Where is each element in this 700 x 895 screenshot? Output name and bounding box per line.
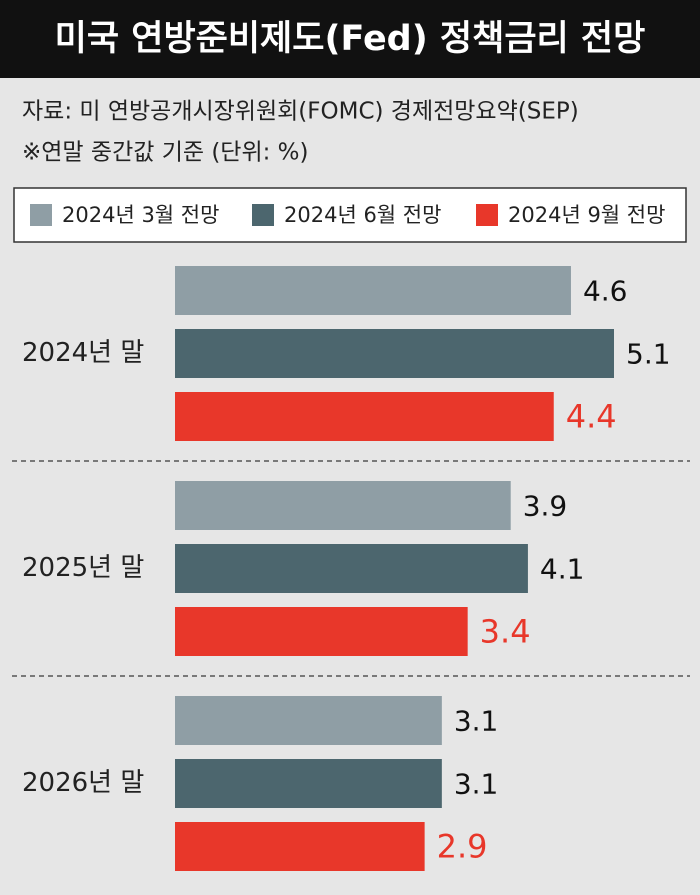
value-label: 4.6 xyxy=(583,275,628,308)
legend-label: 2024년 3월 전망 xyxy=(62,203,219,227)
bar xyxy=(175,696,442,745)
bar xyxy=(175,822,425,871)
bar xyxy=(175,329,614,378)
category-label: 2026년 말 xyxy=(22,768,144,798)
bar xyxy=(175,759,442,808)
value-label: 3.4 xyxy=(480,613,531,651)
category-label: 2025년 말 xyxy=(22,553,144,583)
value-label: 4.4 xyxy=(566,398,617,436)
value-label: 4.1 xyxy=(540,553,585,586)
bar xyxy=(175,266,571,315)
bar xyxy=(175,392,554,441)
value-label: 3.1 xyxy=(454,705,499,738)
category-label: 2024년 말 xyxy=(22,338,144,368)
value-label: 3.1 xyxy=(454,768,499,801)
bar xyxy=(175,481,511,530)
title-banner xyxy=(0,0,700,78)
bar xyxy=(175,607,468,656)
legend-label: 2024년 9월 전망 xyxy=(508,203,665,227)
value-label: 3.9 xyxy=(523,490,568,523)
legend-swatch xyxy=(252,204,274,226)
chart-title: 미국 연방준비제도(Fed) 정책금리 전망 xyxy=(55,19,646,59)
bar xyxy=(175,544,528,593)
legend-swatch xyxy=(476,204,498,226)
subtitle: 자료: 미 연방공개시장위원회(FOMC) 경제전망요약(SEP) xyxy=(22,99,579,125)
legend xyxy=(13,187,687,243)
value-label: 5.1 xyxy=(626,338,671,371)
note: ※연말 중간값 기준 (단위: %) xyxy=(22,140,309,166)
legend-label: 2024년 6월 전망 xyxy=(284,203,441,227)
value-label: 2.9 xyxy=(437,828,488,866)
legend-swatch xyxy=(30,204,52,226)
